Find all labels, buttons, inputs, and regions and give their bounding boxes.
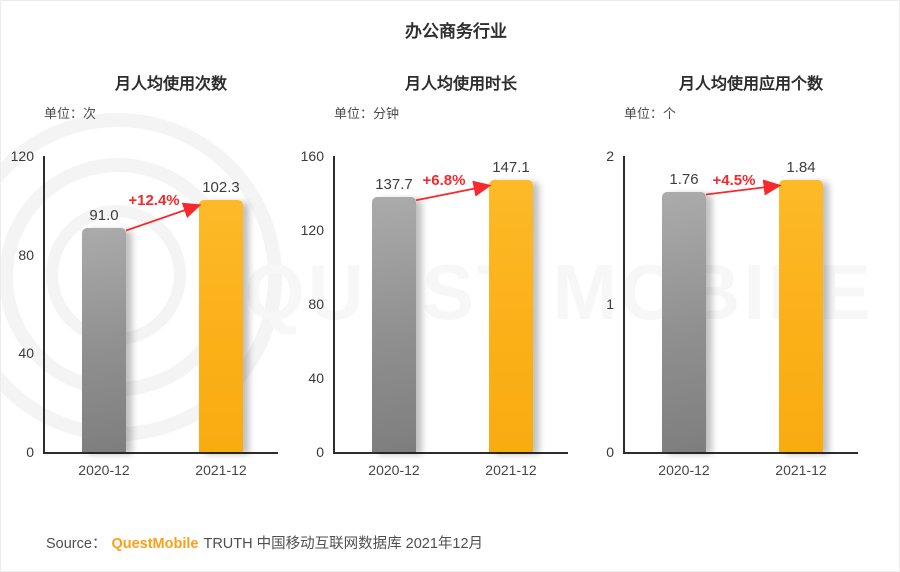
source-prefix: Source： xyxy=(46,536,107,552)
chart-3-growth-label: +4.5% xyxy=(712,171,756,189)
chart-2-y-tick: 0 xyxy=(316,444,324,460)
chart-2-y-axis xyxy=(333,156,335,453)
chart-2-y-tick: 80 xyxy=(308,296,324,312)
chart-3-value-label: 1.76 xyxy=(669,170,699,188)
chart-2-x-label: 2020-12 xyxy=(368,462,420,478)
chart-3-value-label: 1.84 xyxy=(786,158,816,176)
chart-1-x-label: 2020-12 xyxy=(78,462,130,478)
chart-1-value-label: 102.3 xyxy=(202,178,240,196)
chart-1-x-axis xyxy=(43,452,278,454)
chart-3-bar-2020-12 xyxy=(662,191,706,452)
chart-3-bar-2021-12 xyxy=(779,179,823,452)
chart-2-value-label: 147.1 xyxy=(492,158,530,176)
chart-1-bar-2021-12 xyxy=(199,199,243,452)
chart-1-unit-label: 单位：次 xyxy=(44,106,97,121)
chart-1-y-tick: 80 xyxy=(18,246,34,263)
chart-1-bar-2020-12 xyxy=(82,227,126,452)
chart-3-y-tick: 2 xyxy=(606,148,614,164)
watermark-text: QUEST MOBILE xyxy=(244,248,874,336)
chart-2-y-tick: 160 xyxy=(300,148,324,164)
chart-2-y-tick: 40 xyxy=(308,370,324,386)
chart-2-x-axis xyxy=(333,452,568,454)
chart-1-x-label: 2021-12 xyxy=(195,462,247,478)
chart-3-y-axis xyxy=(623,156,625,453)
chart-1-y-axis xyxy=(43,156,45,453)
chart-3-y-tick: 1 xyxy=(606,296,614,312)
chart-2-value-label: 137.7 xyxy=(375,176,413,194)
chart-1-growth-label: +12.4% xyxy=(128,191,180,209)
chart-1-value-label: 91.0 xyxy=(89,206,119,224)
chart-1-y-tick: 120 xyxy=(10,148,34,164)
chart-1-title: 月人均使用次数 xyxy=(114,76,227,93)
chart-3-title: 月人均使用应用个数 xyxy=(678,76,823,93)
source-line: Source： QuestMobile TRUTH 中国移动互联网数据库 2021年… xyxy=(46,532,483,553)
source-suffix: TRUTH 中国移动互联网数据库 2021年12月 xyxy=(203,536,484,552)
chart-2-title: 月人均使用时长 xyxy=(404,76,517,93)
chart-3-unit-label: 单位：个 xyxy=(624,106,677,121)
chart-2-bar-2021-12 xyxy=(489,179,533,452)
chart-1-y-tick: 0 xyxy=(26,444,34,460)
chart-2-unit-label: 单位：分钟 xyxy=(334,106,400,121)
chart-2-growth-label: +6.8% xyxy=(422,171,466,189)
chart-1-y-tick: 40 xyxy=(18,345,34,362)
source-brand: QuestMobile xyxy=(111,536,199,552)
chart-3-y-tick: 0 xyxy=(606,444,614,460)
chart-2-x-label: 2021-12 xyxy=(485,462,537,478)
page-title: 办公商务行业 xyxy=(405,22,507,41)
chart-3-x-axis xyxy=(623,452,858,454)
chart-3-x-label: 2020-12 xyxy=(658,462,710,478)
chart-2-y-tick: 120 xyxy=(300,222,324,238)
chart-2-bar-2020-12 xyxy=(372,197,416,452)
chart-3-x-label: 2021-12 xyxy=(775,462,827,478)
